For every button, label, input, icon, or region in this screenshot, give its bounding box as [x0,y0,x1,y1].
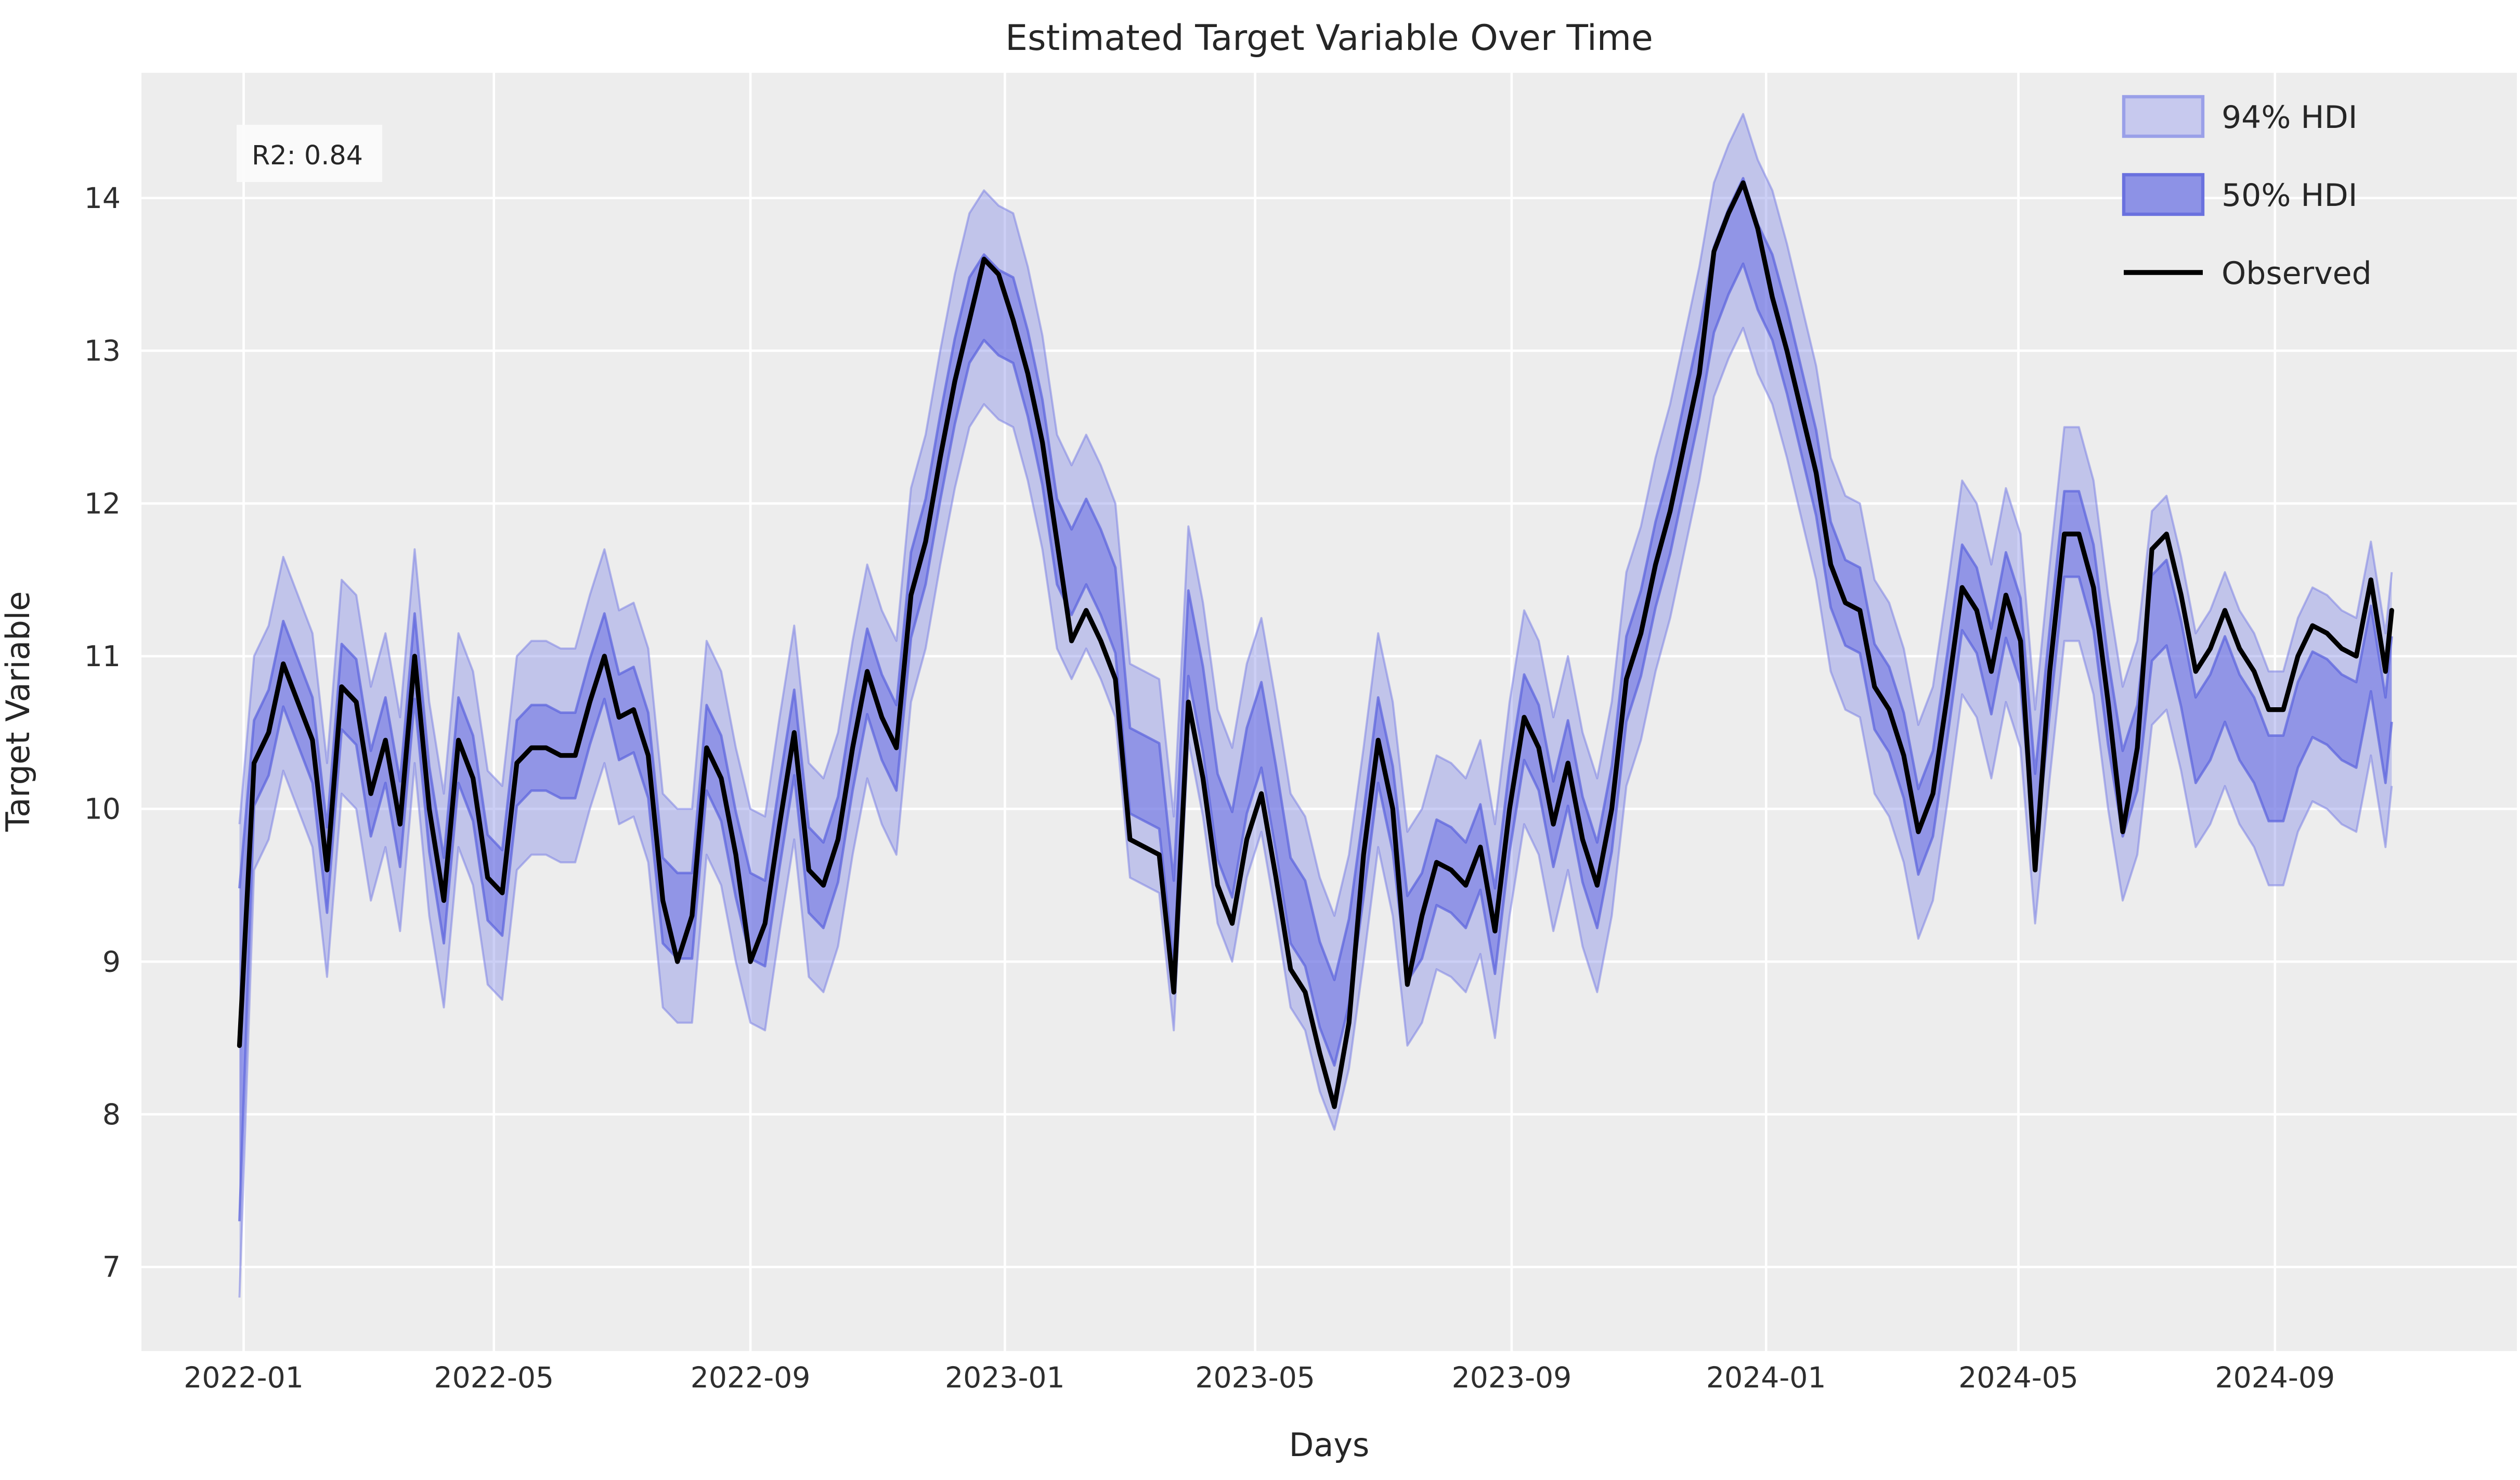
y-tick-label: 8 [102,1098,121,1132]
x-axis-label: Days [1289,1426,1370,1464]
legend-label-50-hdi: 50% HDI [2222,177,2357,214]
x-tick-label: 2023-09 [1452,1361,1572,1395]
r2-annotation-text: R2: 0.84 [252,140,363,171]
band-94-hdi-lower-edge [238,327,2393,1298]
legend-label-94-hdi: 94% HDI [2222,99,2357,136]
x-tick-label: 2023-05 [1195,1361,1315,1395]
x-tick-label: 2024-01 [1706,1361,1826,1395]
x-tick-label: 2024-09 [2215,1361,2335,1395]
y-tick-label: 12 [84,487,121,521]
r2-annotation: R2: 0.84 [237,125,382,182]
x-tick-label: 2024-05 [1958,1361,2079,1395]
x-tick-label: 2023-01 [945,1361,1065,1395]
band-50-hdi-upper-edge [238,177,2393,981]
y-tick-label: 9 [102,945,121,979]
observed-line-layer [237,180,2394,1109]
legend-swatch-50-hdi [2122,173,2205,216]
x-tick-labels: 2022-01 2022-05 2022-09 2023-01 2023-05 2023-… [184,1361,2335,1395]
y-tick-label: 13 [84,335,121,368]
y-tick-label: 10 [84,793,121,826]
r2-annotation-box [237,125,382,182]
y-tick-label: 7 [102,1251,121,1284]
y-tick-label: 14 [84,182,121,215]
chart-title: Estimated Target Variable Over Time [1005,18,1653,59]
y-tick-label: 11 [84,640,121,673]
observed-line [237,180,2394,1109]
y-tick-labels: 7 8 9 10 11 12 13 14 [84,182,121,1284]
band-94-hdi-fill [239,114,2392,1298]
x-tick-label: 2022-01 [184,1361,304,1395]
x-tick-label: 2022-09 [691,1361,811,1395]
band-94-hdi-upper-edge [238,113,2393,917]
legend: 94% HDI 50% HDI Observed [2122,95,2372,292]
y-axis-label: Target Variable [0,591,37,833]
legend-swatch-94-hdi [2122,95,2205,138]
legend-label-observed: Observed [2222,255,2372,292]
x-tick-label: 2022-05 [434,1361,554,1395]
